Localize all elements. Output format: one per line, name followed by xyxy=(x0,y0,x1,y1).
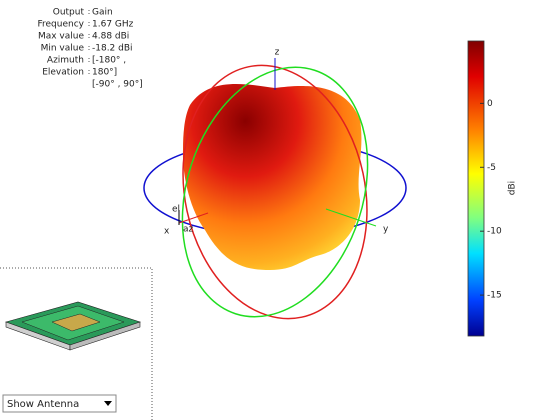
colorbar xyxy=(467,40,485,337)
axis-label: z xyxy=(275,48,280,58)
colorbar-tick-label: 0 xyxy=(487,99,493,109)
axis-label: el xyxy=(172,205,180,215)
dropdown[interactable] xyxy=(2,394,117,413)
info-value: -18.2 dBi xyxy=(92,44,133,54)
x-axis xyxy=(178,212,209,224)
antenna-patch xyxy=(51,313,101,332)
info-block: Output Gain Frequency 1.67 GHz Max value 4.88… xyxy=(38,8,143,90)
axis-label: x xyxy=(164,227,170,237)
colorbar-label: dBi xyxy=(508,181,518,195)
info-label: Max value xyxy=(38,32,85,42)
axis-label: y xyxy=(383,225,389,235)
info-label: Elevation xyxy=(42,68,84,78)
colorbar-tick-label: -10 xyxy=(487,227,502,237)
dropdown-text[interactable]: Show Antenna xyxy=(7,399,79,410)
info-label: Azimuth xyxy=(47,56,84,66)
y-axis xyxy=(325,208,377,227)
elevation-circle xyxy=(182,64,368,320)
info-label: Frequency xyxy=(38,20,85,30)
axis-label: az xyxy=(183,225,194,235)
info-value: [-180° , xyxy=(92,56,126,66)
info-label: Min value xyxy=(41,44,85,54)
info-value: 1.67 GHz xyxy=(92,20,134,30)
colorbar-tick-label: -5 xyxy=(487,163,496,173)
antenna-side xyxy=(69,321,141,351)
radiation-pattern xyxy=(182,83,362,270)
info-value: 4.88 dBi xyxy=(92,32,129,42)
elevation-circle xyxy=(181,66,369,318)
info-value: 180°] xyxy=(92,68,117,78)
info-label: Output xyxy=(53,8,85,18)
dropdown-arrow[interactable] xyxy=(104,401,112,406)
info-value: [-90° , 90°] xyxy=(92,80,143,90)
info-value: Gain xyxy=(92,8,113,18)
colorbar-tick-label: -15 xyxy=(487,291,502,301)
